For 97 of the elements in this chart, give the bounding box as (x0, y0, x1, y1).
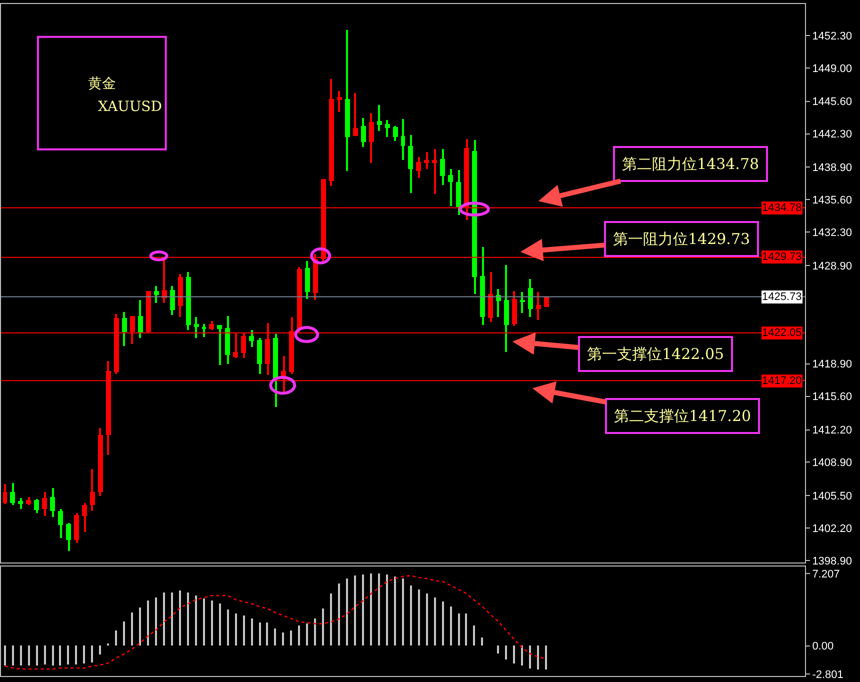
bar (155, 597, 157, 646)
bar (44, 645, 46, 664)
bar (426, 593, 428, 646)
bar (163, 592, 165, 646)
y-tick-label: 1438.90 (812, 162, 852, 174)
y-tick-label: -2.801 (812, 668, 844, 681)
bar (259, 622, 261, 646)
bar (290, 630, 292, 646)
y-tick-label: 1432.30 (812, 226, 852, 239)
bar (481, 637, 483, 646)
bar (322, 608, 324, 646)
bar (251, 618, 253, 646)
bar (465, 613, 467, 646)
bar (123, 621, 125, 646)
bar (306, 623, 308, 646)
bar (497, 645, 499, 654)
bar (59, 645, 61, 666)
annotation: 第一支撑位1422.05 (587, 345, 724, 363)
bar (410, 585, 412, 646)
y-tick-label: 0.00 (812, 640, 834, 653)
bar (314, 618, 316, 646)
bar (458, 613, 460, 646)
bar (243, 615, 245, 646)
bar (434, 597, 436, 646)
bar (346, 578, 348, 646)
bar (115, 630, 117, 646)
bar (450, 606, 452, 646)
bar (211, 600, 213, 646)
bar (28, 645, 30, 666)
y-tick-label: 1418.90 (812, 358, 852, 371)
y-tick-label: 1398.90 (812, 555, 852, 568)
y-tick-label: 1449.00 (812, 62, 852, 75)
bar (298, 625, 300, 646)
bar (505, 645, 507, 660)
bar (513, 645, 515, 664)
ref-line-label: 1417.20 (762, 375, 802, 387)
bar (147, 600, 149, 646)
bar (139, 607, 141, 646)
bar (545, 645, 547, 670)
bar (402, 578, 404, 646)
bar (418, 589, 420, 646)
annotation: 第一阻力位1429.73 (613, 230, 750, 248)
ref-line-label: 1422.05 (762, 327, 802, 339)
bar (179, 590, 181, 646)
bar (171, 592, 173, 646)
bar (442, 601, 444, 646)
y-tick-label: 1442.30 (812, 128, 852, 141)
annotation: XAUUSD (98, 99, 162, 115)
bar (266, 622, 268, 646)
y-tick-label: 1415.60 (812, 391, 852, 404)
y-tick-label: 7.207 (812, 568, 840, 580)
bar (187, 592, 189, 646)
annotation: 第二阻力位1434.78 (622, 155, 760, 173)
bar (386, 574, 388, 646)
bar (75, 645, 77, 664)
bar (131, 612, 133, 646)
bar (4, 645, 6, 666)
bar (12, 645, 14, 666)
bar (354, 575, 356, 646)
y-tick-label: 1445.60 (812, 96, 852, 108)
y-tick-label: 1408.90 (812, 457, 852, 470)
candlestick (432, 148, 437, 194)
bar (378, 573, 380, 646)
y-tick-label: 1435.60 (812, 194, 852, 207)
y-tick-label: 1402.20 (812, 522, 852, 535)
bar (330, 593, 332, 646)
bar (20, 645, 22, 666)
bar (83, 645, 85, 664)
bar (67, 645, 69, 664)
bar (362, 574, 364, 646)
bar (195, 595, 197, 646)
ref-line-label: 1425.73 (762, 291, 802, 303)
ref-line-label: 1429.73 (762, 251, 802, 263)
bar (282, 632, 284, 646)
bar (235, 613, 237, 646)
bar (227, 609, 229, 646)
bar (52, 645, 54, 666)
bar (370, 573, 372, 646)
bar (537, 645, 539, 670)
bar (274, 628, 276, 646)
bar (394, 576, 396, 646)
bar (338, 583, 340, 646)
bar (521, 645, 523, 666)
bar (219, 603, 221, 646)
annotation: 黄金 (88, 76, 116, 92)
bar (99, 645, 101, 654)
annotation: 第二支撑位1417.20 (614, 407, 752, 425)
ref-line-label: 1434.78 (762, 202, 802, 214)
bar (203, 598, 205, 646)
y-tick-label: 1452.30 (812, 30, 852, 42)
bar (529, 645, 531, 668)
bar (36, 645, 38, 666)
y-tick-label: 1428.90 (812, 260, 852, 272)
bar (91, 645, 93, 662)
bar (473, 625, 475, 646)
y-tick-label: 1405.50 (812, 490, 852, 502)
y-tick-label: 1412.20 (812, 424, 852, 437)
